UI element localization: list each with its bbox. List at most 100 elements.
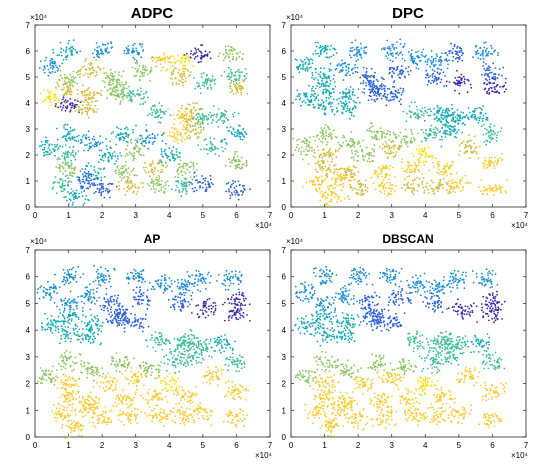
data-point (89, 61, 92, 64)
data-point (173, 118, 176, 120)
data-point (493, 86, 496, 89)
data-point (318, 46, 321, 49)
data-point (185, 55, 187, 57)
data-point (96, 184, 99, 186)
data-point (63, 155, 66, 158)
data-point (438, 110, 440, 113)
data-point (64, 123, 67, 126)
data-point (422, 48, 425, 51)
data-point (355, 101, 357, 104)
data-point (189, 123, 192, 126)
data-point (146, 68, 149, 71)
data-point (95, 174, 97, 177)
data-point (115, 169, 117, 172)
data-point (363, 52, 366, 54)
data-point (403, 75, 406, 78)
data-point (489, 141, 491, 144)
data-point (242, 135, 245, 137)
data-point (98, 45, 101, 48)
data-point (501, 186, 504, 189)
data-point (132, 93, 135, 95)
data-point (76, 197, 79, 200)
data-point (400, 65, 403, 68)
data-point (407, 51, 410, 53)
data-point (79, 50, 82, 53)
data-point (417, 56, 420, 59)
data-point (130, 97, 132, 100)
data-point (389, 164, 392, 167)
data-point (185, 165, 187, 167)
data-point (66, 106, 69, 109)
data-point (157, 121, 160, 123)
data-point (110, 92, 113, 94)
cluster-points (336, 86, 364, 106)
cluster-points (103, 83, 133, 105)
data-point (438, 173, 441, 176)
data-point (388, 146, 391, 149)
data-point (470, 150, 473, 153)
data-point (84, 72, 87, 75)
data-point (102, 187, 105, 190)
data-point (349, 108, 351, 110)
data-point (73, 155, 76, 158)
data-point (438, 185, 441, 188)
data-point (487, 75, 490, 78)
data-point (360, 82, 362, 85)
data-point (370, 176, 373, 179)
data-point (209, 83, 212, 86)
data-point (140, 90, 143, 93)
data-point (303, 100, 305, 102)
data-point (125, 170, 128, 173)
data-point (392, 55, 394, 58)
data-point (314, 162, 317, 165)
data-point (63, 73, 66, 76)
data-point (332, 108, 334, 111)
data-point (330, 55, 333, 58)
cluster-points (56, 123, 84, 143)
data-point (392, 155, 395, 158)
data-point (204, 50, 207, 53)
data-point (474, 45, 477, 48)
data-point (100, 149, 103, 152)
data-point (381, 171, 383, 173)
y-tick-label: 3 (26, 125, 31, 134)
data-point (48, 98, 51, 101)
data-point (140, 97, 143, 100)
data-point (169, 55, 172, 58)
data-point (467, 79, 470, 82)
data-point (459, 114, 461, 116)
data-point (196, 81, 198, 84)
data-point (481, 55, 484, 57)
data-point (342, 185, 345, 188)
data-point (342, 134, 345, 137)
data-point (426, 111, 428, 114)
data-point (62, 172, 64, 175)
data-point (67, 133, 69, 136)
data-point (334, 150, 337, 153)
data-point (84, 59, 87, 62)
data-point (304, 61, 307, 64)
data-point (148, 184, 151, 187)
data-point (447, 63, 449, 66)
data-point (493, 125, 496, 127)
data-point (70, 46, 72, 49)
data-point (81, 135, 84, 138)
data-point (307, 58, 310, 61)
data-point (204, 81, 207, 84)
data-point (317, 79, 319, 81)
data-point (444, 164, 447, 167)
data-point (179, 165, 182, 168)
data-point (135, 145, 138, 147)
data-point (351, 140, 354, 143)
data-point (120, 96, 123, 99)
data-point (133, 174, 136, 177)
data-point (61, 54, 63, 57)
data-point (394, 133, 397, 136)
data-point (52, 186, 55, 189)
data-point (206, 152, 209, 155)
data-point (417, 169, 419, 172)
data-point (150, 57, 153, 59)
data-point (455, 132, 457, 135)
data-point (436, 109, 439, 112)
data-point (98, 189, 101, 192)
